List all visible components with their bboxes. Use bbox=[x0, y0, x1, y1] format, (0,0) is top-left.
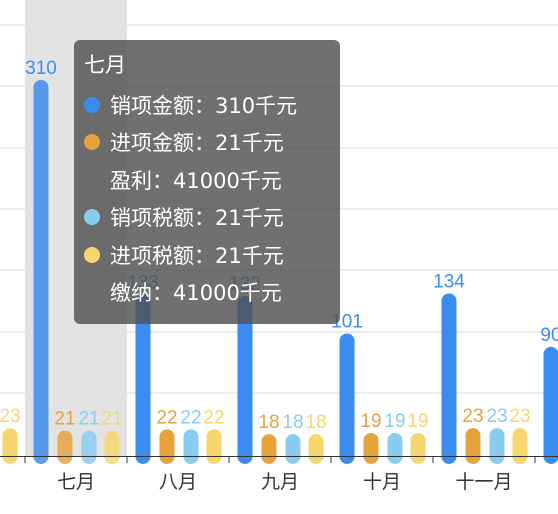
tooltip-row-value: 41000千元 bbox=[173, 168, 282, 193]
tooltip-row-label: 销项金额 bbox=[110, 93, 194, 118]
data-label: 21 bbox=[78, 409, 99, 430]
tooltip-row-sep: ： bbox=[194, 243, 215, 268]
data-label: 22 bbox=[156, 407, 177, 428]
bar[interactable] bbox=[543, 346, 558, 464]
bar[interactable] bbox=[512, 428, 528, 464]
tooltip-row-value: 21千元 bbox=[215, 131, 284, 156]
tooltip: 七月 销项金额 ： 310千元 进项金额 ： 21千元 盈利 ： 41000千元… bbox=[74, 40, 340, 324]
series-dot-icon bbox=[84, 284, 100, 300]
series-dot-icon bbox=[84, 246, 100, 263]
bar[interactable] bbox=[206, 429, 222, 464]
series-dot-icon bbox=[84, 134, 100, 151]
data-label: 23 bbox=[486, 406, 507, 427]
data-label: 310 bbox=[25, 58, 57, 79]
bar[interactable] bbox=[465, 428, 481, 464]
series-dot-icon bbox=[84, 209, 100, 226]
x-tick-label: 九月 bbox=[261, 471, 299, 493]
bar[interactable] bbox=[410, 432, 426, 464]
data-label: 18 bbox=[258, 412, 279, 433]
series-dot-icon bbox=[84, 96, 100, 113]
x-tick-label: 十月 bbox=[363, 471, 401, 493]
tooltip-row-value: 310千元 bbox=[215, 93, 298, 118]
data-label: 90 bbox=[540, 325, 558, 346]
tooltip-row-label: 盈利 bbox=[110, 168, 152, 193]
bar[interactable] bbox=[261, 434, 277, 464]
tooltip-row-label: 进项金额 bbox=[110, 131, 194, 156]
bar[interactable] bbox=[104, 430, 120, 464]
tooltip-row-label: 缴纳 bbox=[110, 281, 152, 306]
bar[interactable] bbox=[57, 430, 73, 464]
bar[interactable] bbox=[285, 434, 301, 464]
bar[interactable] bbox=[339, 333, 355, 464]
tooltip-row-sep: ： bbox=[194, 131, 215, 156]
tooltip-row: 进项税额 ： 21千元 bbox=[84, 236, 340, 274]
bar[interactable] bbox=[387, 432, 403, 464]
tooltip-row: 销项金额 ： 310千元 bbox=[84, 86, 340, 124]
bar[interactable] bbox=[2, 428, 18, 464]
tooltip-row-value: 21千元 bbox=[215, 206, 284, 231]
bar[interactable] bbox=[159, 429, 175, 464]
tooltip-row-value: 21千元 bbox=[215, 243, 284, 268]
data-label: 22 bbox=[203, 407, 224, 428]
data-label: 18 bbox=[305, 412, 326, 433]
data-label: 21 bbox=[101, 409, 122, 430]
bar[interactable] bbox=[81, 430, 97, 464]
bar[interactable] bbox=[183, 429, 199, 464]
bar[interactable] bbox=[33, 79, 49, 464]
data-label: 21 bbox=[54, 409, 75, 430]
data-label: 19 bbox=[407, 411, 428, 432]
data-label: 19 bbox=[360, 411, 381, 432]
tooltip-row-sep: ： bbox=[194, 206, 215, 231]
bar[interactable] bbox=[363, 432, 379, 464]
bar[interactable] bbox=[441, 293, 457, 464]
x-tick-label: 八月 bbox=[159, 471, 197, 493]
data-label: 134 bbox=[433, 271, 465, 292]
tooltip-row: 进项金额 ： 21千元 bbox=[84, 124, 340, 162]
data-label: 22 bbox=[180, 407, 201, 428]
tooltip-row-sep: ： bbox=[194, 93, 215, 118]
tooltip-title: 七月 bbox=[84, 53, 126, 77]
tooltip-row-sep: ： bbox=[152, 281, 173, 306]
series-dot-icon bbox=[84, 172, 100, 188]
data-label: 23 bbox=[462, 406, 483, 427]
tooltip-row: 销项税额 ： 21千元 bbox=[84, 199, 340, 237]
bar[interactable] bbox=[308, 434, 324, 464]
bar[interactable] bbox=[489, 428, 505, 464]
tooltip-row-sep: ： bbox=[152, 168, 173, 193]
tooltip-row: 缴纳 ： 41000千元 bbox=[84, 274, 340, 312]
tooltip-row: 盈利 ： 41000千元 bbox=[84, 161, 340, 199]
data-label: 19 bbox=[384, 411, 405, 432]
x-tick-label: 十一月 bbox=[455, 471, 512, 493]
bar[interactable] bbox=[237, 295, 253, 464]
tooltip-row-value: 41000千元 bbox=[173, 281, 282, 306]
data-label: 18 bbox=[282, 412, 303, 433]
x-tick-label: 七月 bbox=[57, 471, 95, 493]
tooltip-row-label: 进项税额 bbox=[110, 243, 194, 268]
bar-marks[interactable] bbox=[2, 79, 558, 464]
bar[interactable] bbox=[135, 294, 151, 464]
data-label: 23 bbox=[0, 406, 21, 427]
tooltip-row-label: 销项税额 bbox=[110, 206, 194, 231]
data-label: 23 bbox=[509, 406, 530, 427]
x-axis: 六月七月八月九月十月十一月十二月 bbox=[0, 456, 558, 493]
